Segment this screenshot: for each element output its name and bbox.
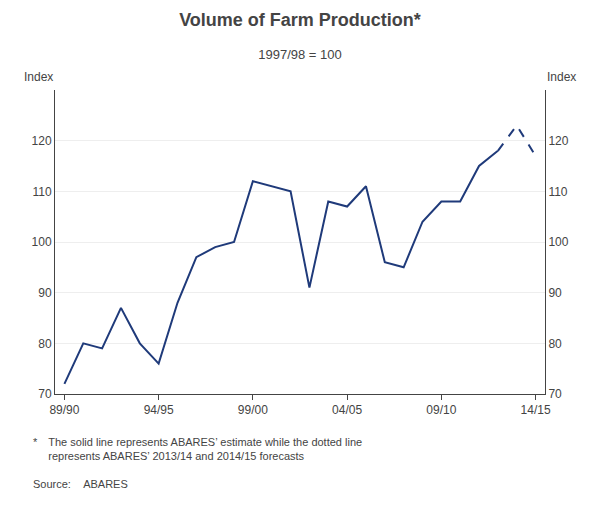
svg-text:70: 70 xyxy=(38,387,52,401)
svg-text:Index: Index xyxy=(547,70,576,84)
svg-text:120: 120 xyxy=(548,134,568,148)
svg-text:99/00: 99/00 xyxy=(238,403,268,417)
svg-text:70: 70 xyxy=(548,387,562,401)
svg-text:04/05: 04/05 xyxy=(332,403,362,417)
svg-text:09/10: 09/10 xyxy=(426,403,456,417)
svg-text:90: 90 xyxy=(548,286,562,300)
svg-text:Index: Index xyxy=(24,70,53,84)
svg-text:1997/98 = 100: 1997/98 = 100 xyxy=(258,47,342,62)
svg-text:100: 100 xyxy=(32,235,52,249)
svg-text:Source: ABARES: Source: ABARES xyxy=(33,478,128,490)
svg-text:110: 110 xyxy=(32,185,51,199)
svg-text:The solid line represents ABAR: The solid line represents ABARES’ estima… xyxy=(33,436,362,462)
svg-text:80: 80 xyxy=(38,337,52,351)
svg-text:*: * xyxy=(33,436,38,448)
svg-text:80: 80 xyxy=(548,337,562,351)
svg-text:14/15: 14/15 xyxy=(521,403,551,417)
svg-text:Volume of Farm Production*: Volume of Farm Production* xyxy=(179,10,421,30)
svg-text:120: 120 xyxy=(32,134,52,148)
svg-text:89/90: 89/90 xyxy=(49,403,79,417)
svg-text:110: 110 xyxy=(548,185,567,199)
svg-text:94/95: 94/95 xyxy=(144,403,174,417)
svg-text:100: 100 xyxy=(548,235,568,249)
svg-text:90: 90 xyxy=(38,286,52,300)
